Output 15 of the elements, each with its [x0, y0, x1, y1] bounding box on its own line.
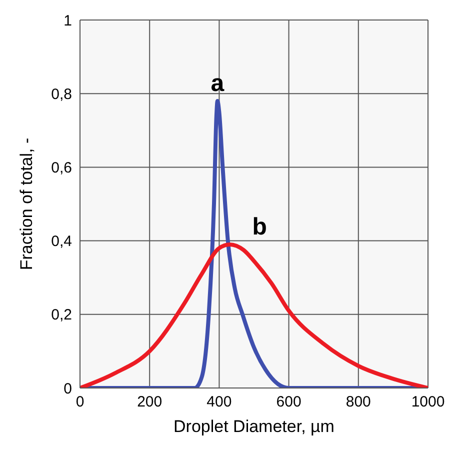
y-axis-title: Fraction of total, -: [17, 138, 36, 270]
y-tick-label: 1: [64, 12, 72, 30]
x-tick-label: 200: [137, 394, 162, 411]
y-tick-label: 0: [64, 380, 72, 398]
x-axis-title: Droplet Diameter, µm: [174, 417, 334, 436]
x-tick-label: 600: [276, 394, 302, 411]
series-label: b: [252, 213, 267, 240]
x-tick-label: 1000: [411, 394, 445, 411]
y-tick-label: 0,8: [51, 86, 72, 103]
y-tick-label: 0,2: [51, 306, 72, 324]
y-tick-label: 0,6: [51, 160, 72, 177]
x-tick-label: 0: [76, 394, 84, 411]
x-tick-label: 800: [346, 394, 371, 411]
y-tick-label: 0,4: [51, 233, 72, 250]
x-tick-label: 400: [206, 394, 232, 411]
